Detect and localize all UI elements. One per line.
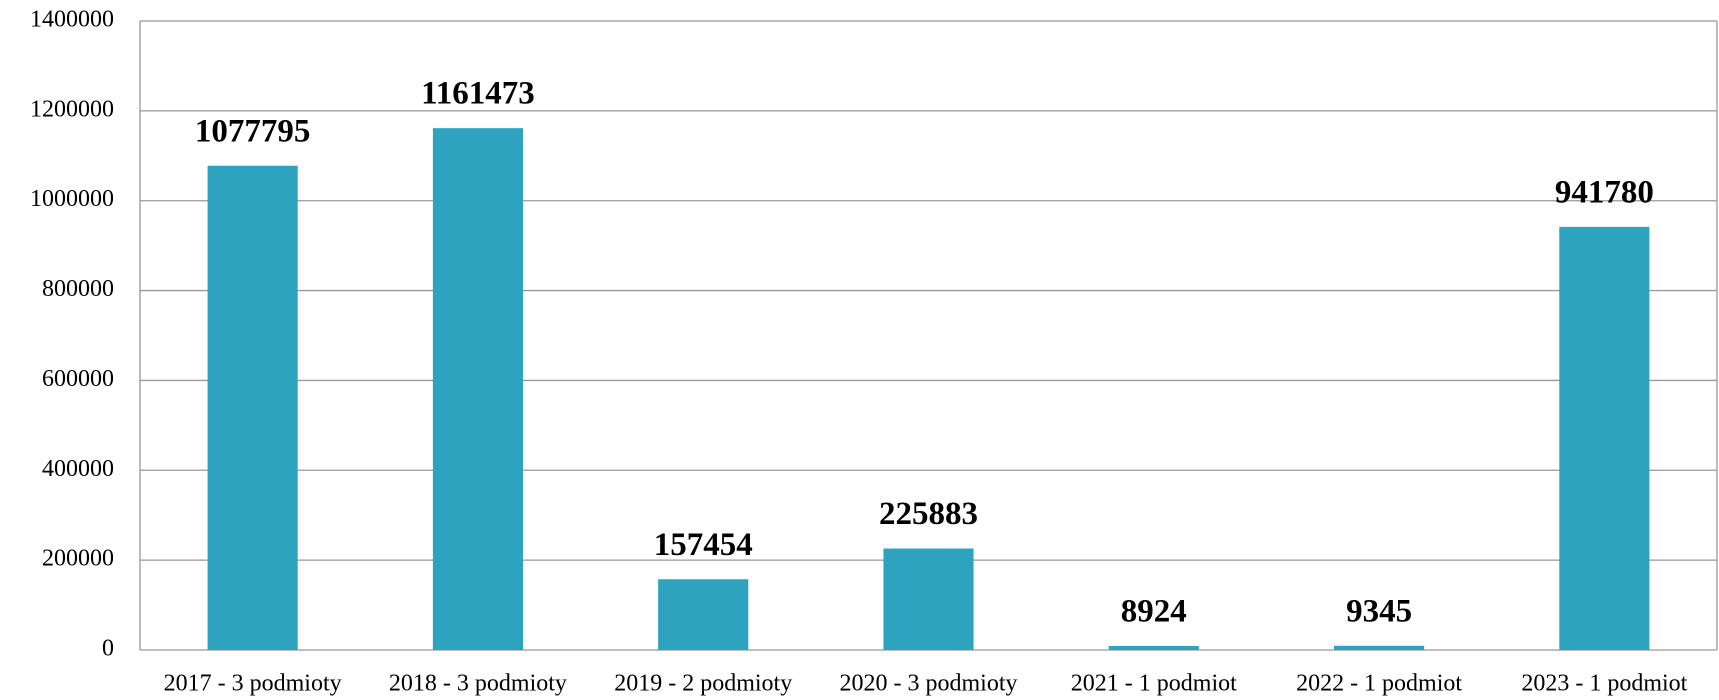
x-tick-label: 2018 - 3 podmioty (389, 671, 567, 697)
y-tick-label: 1400000 (30, 7, 114, 33)
y-tick-label: 600000 (42, 366, 114, 392)
data-label: 941780 (1555, 174, 1654, 210)
bar (883, 548, 974, 650)
bar (1108, 645, 1199, 650)
y-tick-label: 1200000 (30, 96, 114, 122)
y-tick-label: 0 (102, 636, 114, 662)
x-tick-label: 2020 - 3 podmioty (840, 671, 1018, 697)
y-tick-label: 800000 (42, 276, 114, 302)
data-label: 8924 (1121, 594, 1187, 630)
y-tick-label: 1000000 (30, 186, 114, 212)
data-label: 9345 (1346, 593, 1412, 629)
x-tick-label: 2019 - 2 podmioty (614, 671, 792, 697)
x-tick-label: 2017 - 3 podmioty (164, 671, 342, 697)
x-tick-label: 2023 - 1 podmiot (1521, 671, 1687, 697)
bar (432, 128, 523, 651)
bar (1334, 645, 1425, 650)
bar (1559, 226, 1650, 650)
bar (658, 579, 749, 650)
data-label: 1077795 (195, 113, 311, 149)
x-tick-label: 2022 - 1 podmiot (1296, 671, 1462, 697)
data-label: 1161473 (421, 76, 535, 112)
data-label: 157454 (654, 527, 753, 563)
y-tick-label: 200000 (42, 546, 114, 572)
x-tick-label: 2021 - 1 podmiot (1071, 671, 1237, 697)
y-tick-label: 400000 (42, 456, 114, 482)
data-label: 225883 (879, 496, 978, 532)
bar (207, 165, 298, 651)
